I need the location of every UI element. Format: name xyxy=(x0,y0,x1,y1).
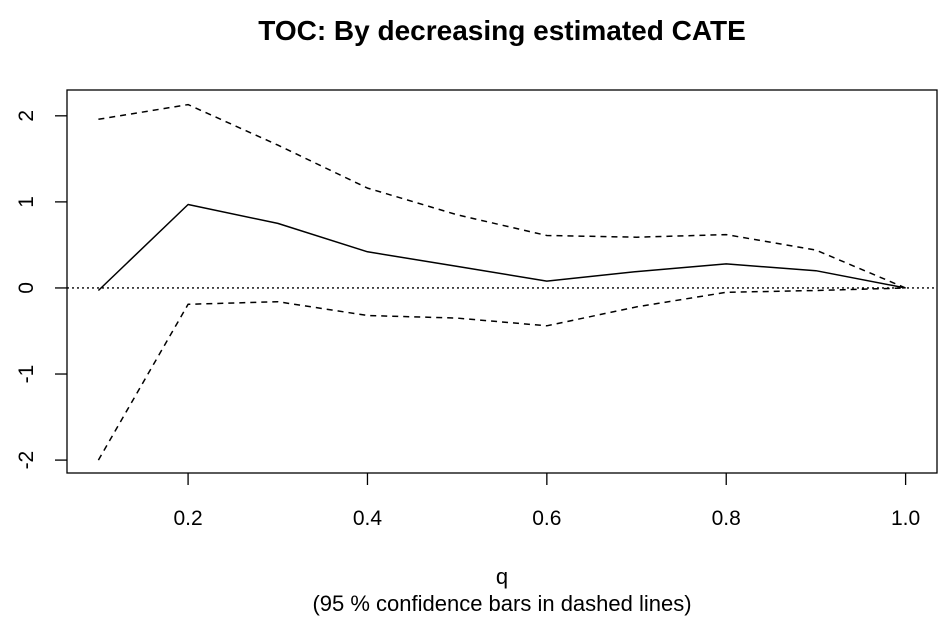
y-axis: -2 -1 0 1 2 xyxy=(15,110,67,469)
y-tick-label: 0 xyxy=(15,282,38,294)
plot-frame xyxy=(66,89,938,474)
series-upper-line xyxy=(98,103,906,289)
x-axis-note: (95 % confidence bars in dashed lines) xyxy=(312,591,691,616)
x-tick-label: 0.4 xyxy=(353,507,383,530)
y-tick-label: -1 xyxy=(15,365,38,384)
x-axis-label: q xyxy=(496,564,508,589)
x-tick-label: 0.8 xyxy=(712,507,741,530)
series-lower-line xyxy=(97,287,906,461)
x-axis: 0.2 0.4 0.6 0.8 1.0 xyxy=(173,473,920,530)
series-estimate-line xyxy=(97,203,906,292)
x-tick-label: 0.2 xyxy=(173,507,202,530)
x-tick-label: 1.0 xyxy=(891,507,920,530)
x-tick-label: 0.6 xyxy=(532,507,561,530)
series-layer xyxy=(97,103,906,461)
y-tick-label: -2 xyxy=(15,451,38,470)
y-tick-label: 2 xyxy=(15,110,38,122)
chart-title: TOC: By decreasing estimated CATE xyxy=(258,15,746,46)
y-tick-label: 1 xyxy=(15,196,38,208)
